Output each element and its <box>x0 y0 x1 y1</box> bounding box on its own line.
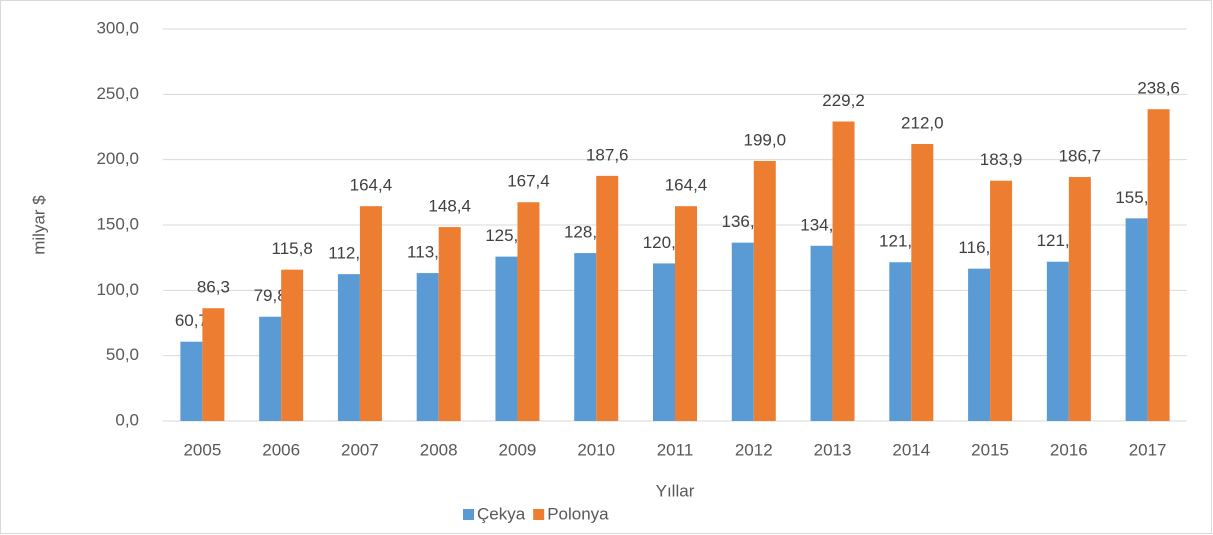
value-label: 136,5 <box>721 212 764 231</box>
value-label: 199,0 <box>743 130 786 149</box>
value-label: 60,7 <box>175 311 208 330</box>
bar <box>753 160 776 421</box>
x-tick-label: 2010 <box>577 440 615 459</box>
bar <box>911 143 934 421</box>
value-label: 116,6 <box>958 238 999 257</box>
value-label: 148,4 <box>428 197 471 216</box>
bar <box>1125 218 1148 421</box>
y-tick-label: 0,0 <box>115 410 139 429</box>
bar <box>1068 177 1091 421</box>
bar <box>416 273 439 421</box>
value-label: 115,8 <box>272 239 313 258</box>
bar <box>202 308 225 421</box>
value-label: 187,6 <box>586 145 629 164</box>
x-tick-label: 2006 <box>262 440 300 459</box>
bar <box>596 175 619 421</box>
legend-swatch <box>463 509 474 520</box>
legend-label: Polonya <box>547 504 609 523</box>
value-label: 79,8 <box>254 286 287 305</box>
x-tick-label: 2011 <box>657 440 694 459</box>
value-label: 113,2 <box>407 243 448 262</box>
bar <box>731 242 754 421</box>
x-tick-label: 2005 <box>183 440 221 459</box>
value-label: 121,5 <box>879 232 922 251</box>
bar <box>1046 261 1069 421</box>
bar <box>675 206 697 421</box>
x-tick-label: 2009 <box>499 440 537 459</box>
bar <box>438 227 461 421</box>
bar <box>990 180 1013 421</box>
bar <box>517 202 540 421</box>
value-label: 238,6 <box>1137 79 1180 98</box>
bar <box>653 263 675 421</box>
x-tick-label: 2017 <box>1129 440 1167 459</box>
x-tick-label: 2015 <box>971 440 1009 459</box>
value-label: 229,2 <box>822 91 865 110</box>
value-label: 186,7 <box>1059 147 1102 166</box>
value-label: 155,1 <box>1115 188 1158 207</box>
bar <box>1147 109 1170 421</box>
y-tick-label: 300,0 <box>96 18 139 37</box>
value-label: 120,6 <box>643 233 686 252</box>
x-tick-label: 2012 <box>735 440 773 459</box>
bar <box>281 269 304 421</box>
value-label: 128,5 <box>564 223 607 242</box>
bar <box>259 316 282 421</box>
x-tick-label: 2007 <box>341 440 379 459</box>
y-tick-label: 250,0 <box>96 84 139 103</box>
x-tick-label: 2008 <box>420 440 458 459</box>
value-label: 125,8 <box>485 226 528 245</box>
bar <box>359 206 382 421</box>
bar <box>810 245 833 421</box>
value-label: 183,9 <box>980 150 1023 169</box>
bar <box>968 268 991 421</box>
value-label: 86,3 <box>197 278 230 297</box>
bar <box>495 256 518 421</box>
value-label: 134,1 <box>800 215 843 234</box>
value-label: 212,0 <box>901 113 944 132</box>
legend-swatch <box>533 509 545 520</box>
value-label: 112,4 <box>328 244 369 263</box>
bar <box>180 341 203 421</box>
bar <box>889 262 912 421</box>
y-tick-label: 150,0 <box>96 214 139 233</box>
value-label: 164,4 <box>350 176 393 195</box>
x-tick-label: 2014 <box>892 440 930 459</box>
x-tick-label: 2016 <box>1050 440 1088 459</box>
y-tick-label: 100,0 <box>96 280 139 299</box>
y-tick-label: 50,0 <box>106 345 139 364</box>
value-label: 121,9 <box>1037 231 1080 250</box>
value-label: 164,4 <box>665 176 708 195</box>
bar <box>574 253 597 421</box>
value-label: 167,4 <box>507 172 550 191</box>
y-tick-label: 200,0 <box>96 149 139 168</box>
x-axis-title: Yıllar <box>656 481 695 500</box>
bar <box>832 121 855 422</box>
bar <box>337 274 360 421</box>
legend-label: Çekya <box>477 504 526 523</box>
x-tick-label: 2013 <box>814 440 852 459</box>
y-axis-title: milyar $ <box>29 195 48 255</box>
